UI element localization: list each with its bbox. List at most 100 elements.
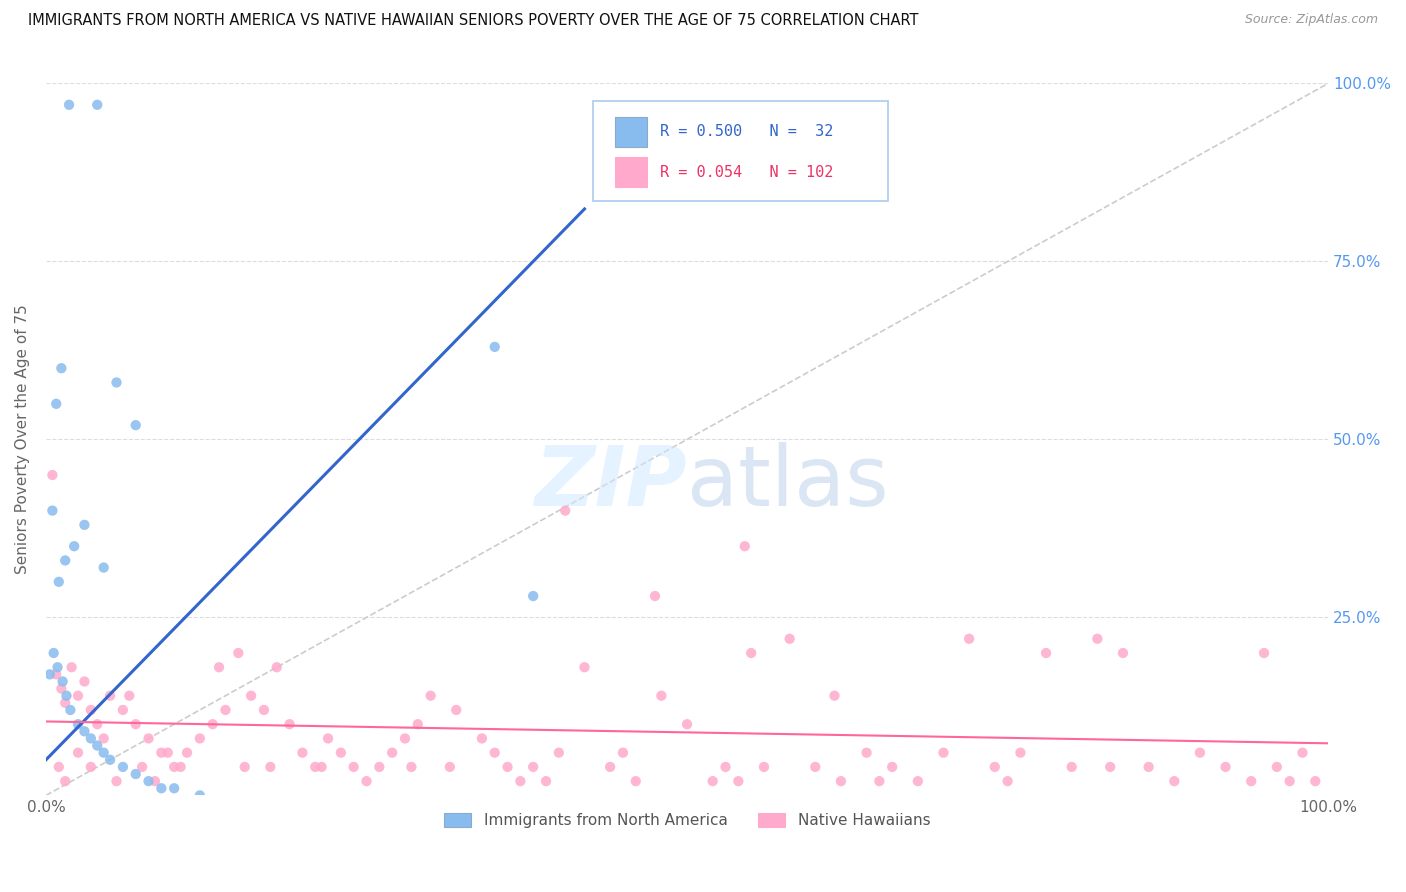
Point — [394, 731, 416, 746]
Point — [1253, 646, 1275, 660]
Point — [105, 774, 128, 789]
Point — [1085, 632, 1108, 646]
Point — [86, 97, 108, 112]
Text: R = 0.500   N =  32: R = 0.500 N = 32 — [661, 124, 834, 139]
Point — [93, 731, 115, 746]
Point — [599, 760, 621, 774]
Point — [66, 717, 89, 731]
Point — [53, 553, 76, 567]
Point — [1305, 774, 1327, 789]
Point — [406, 717, 429, 731]
Point — [80, 731, 103, 746]
Point — [188, 731, 211, 746]
Point — [702, 774, 724, 789]
Point — [41, 468, 63, 483]
Point — [93, 560, 115, 574]
Point — [66, 689, 89, 703]
Point — [214, 703, 236, 717]
Point — [163, 781, 186, 796]
Point — [98, 689, 121, 703]
Point — [48, 760, 70, 774]
Point — [58, 97, 80, 112]
Point — [188, 789, 211, 803]
Point — [51, 361, 73, 376]
Point — [612, 746, 634, 760]
Legend: Immigrants from North America, Native Hawaiians: Immigrants from North America, Native Ha… — [437, 806, 936, 834]
Point — [291, 746, 314, 760]
Point — [80, 760, 103, 774]
Point — [1099, 760, 1122, 774]
Point — [233, 760, 256, 774]
Point — [676, 717, 699, 731]
Point — [574, 660, 596, 674]
Point — [53, 696, 76, 710]
Point — [534, 774, 557, 789]
Point — [163, 760, 186, 774]
Point — [752, 760, 775, 774]
Point — [343, 760, 366, 774]
Point — [73, 517, 96, 532]
Point — [740, 646, 762, 660]
Point — [226, 646, 249, 660]
Point — [1035, 646, 1057, 660]
Point — [868, 774, 890, 789]
Point — [957, 632, 980, 646]
Point — [401, 760, 423, 774]
Point — [45, 667, 67, 681]
Point — [73, 674, 96, 689]
Point — [1278, 774, 1301, 789]
Point — [98, 753, 121, 767]
Point — [169, 760, 191, 774]
Point — [55, 689, 77, 703]
Point — [932, 746, 955, 760]
Point — [439, 760, 461, 774]
Point — [1240, 774, 1263, 789]
Point — [125, 717, 148, 731]
Point — [984, 760, 1007, 774]
Point — [496, 760, 519, 774]
Point — [1163, 774, 1185, 789]
Point — [830, 774, 852, 789]
Point — [311, 760, 333, 774]
Point — [547, 746, 569, 760]
Point — [93, 746, 115, 760]
Point — [727, 774, 749, 789]
Text: ZIP: ZIP — [534, 442, 688, 523]
Text: IMMIGRANTS FROM NORTH AMERICA VS NATIVE HAWAIIAN SENIORS POVERTY OVER THE AGE OF: IMMIGRANTS FROM NORTH AMERICA VS NATIVE … — [28, 13, 918, 29]
Point — [316, 731, 339, 746]
Bar — [616, 117, 647, 147]
Point — [150, 781, 173, 796]
Point — [1137, 760, 1160, 774]
Point — [125, 418, 148, 433]
Point — [1291, 746, 1313, 760]
Point — [118, 689, 141, 703]
Point — [59, 703, 82, 717]
Point — [143, 774, 166, 789]
Point — [240, 689, 263, 703]
Point — [804, 760, 827, 774]
Point — [138, 731, 160, 746]
Point — [41, 503, 63, 517]
Point — [150, 746, 173, 760]
Point — [381, 746, 404, 760]
Point — [1215, 760, 1237, 774]
Point — [125, 767, 148, 781]
Text: Source: ZipAtlas.com: Source: ZipAtlas.com — [1244, 13, 1378, 27]
Point — [779, 632, 801, 646]
Point — [644, 589, 666, 603]
Point — [714, 760, 737, 774]
Point — [208, 660, 231, 674]
Point — [66, 746, 89, 760]
Point — [176, 746, 198, 760]
Point — [855, 746, 877, 760]
Point — [131, 760, 153, 774]
Point — [138, 774, 160, 789]
Point — [304, 760, 326, 774]
Point — [419, 689, 441, 703]
Point — [86, 739, 108, 753]
Point — [356, 774, 378, 789]
Point — [1060, 760, 1083, 774]
Point — [554, 503, 576, 517]
Point — [46, 660, 69, 674]
Point — [156, 746, 179, 760]
